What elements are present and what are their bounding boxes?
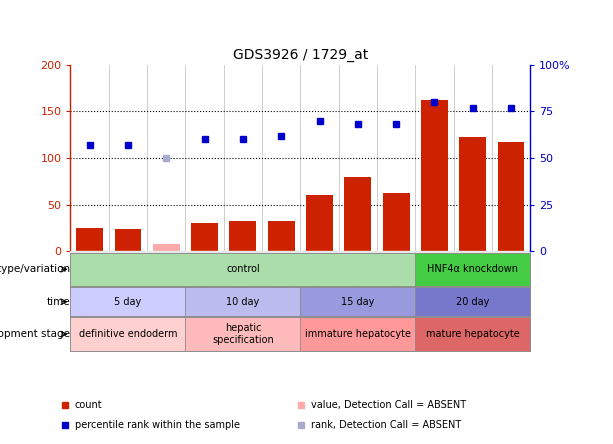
Bar	[416, 317, 530, 351]
Text: control: control	[226, 264, 260, 274]
Bar	[498, 142, 525, 251]
Bar	[70, 253, 416, 286]
Bar	[70, 287, 186, 316]
Text: 20 day: 20 day	[456, 297, 489, 307]
Text: percentile rank within the sample: percentile rank within the sample	[75, 420, 240, 430]
Bar	[70, 317, 186, 351]
Bar	[345, 177, 371, 251]
Bar	[421, 100, 448, 251]
Bar	[186, 317, 300, 351]
Bar	[383, 194, 409, 251]
Bar	[229, 222, 256, 251]
Text: immature hepatocyte: immature hepatocyte	[305, 329, 411, 339]
Bar	[306, 195, 333, 251]
Text: value, Detection Call = ABSENT: value, Detection Call = ABSENT	[311, 400, 466, 410]
Text: mature hepatocyte: mature hepatocyte	[426, 329, 520, 339]
Text: count: count	[75, 400, 102, 410]
Title: GDS3926 / 1729_at: GDS3926 / 1729_at	[233, 48, 368, 63]
Bar	[153, 244, 180, 251]
Bar	[115, 229, 142, 251]
Bar	[76, 228, 103, 251]
Bar	[416, 287, 530, 316]
Bar	[191, 223, 218, 251]
Bar	[459, 137, 486, 251]
Text: 10 day: 10 day	[226, 297, 259, 307]
Bar	[300, 317, 416, 351]
Text: 15 day: 15 day	[341, 297, 375, 307]
Bar	[416, 253, 530, 286]
Text: 5 day: 5 day	[115, 297, 142, 307]
Text: hepatic
specification: hepatic specification	[212, 323, 274, 345]
Text: development stage: development stage	[0, 329, 70, 339]
Text: rank, Detection Call = ABSENT: rank, Detection Call = ABSENT	[311, 420, 461, 430]
Text: time: time	[47, 297, 70, 307]
Bar	[268, 221, 295, 251]
Text: definitive endoderm: definitive endoderm	[78, 329, 177, 339]
Bar	[186, 287, 300, 316]
Text: HNF4α knockdown: HNF4α knockdown	[427, 264, 518, 274]
Text: genotype/variation: genotype/variation	[0, 264, 70, 274]
Bar	[300, 287, 416, 316]
